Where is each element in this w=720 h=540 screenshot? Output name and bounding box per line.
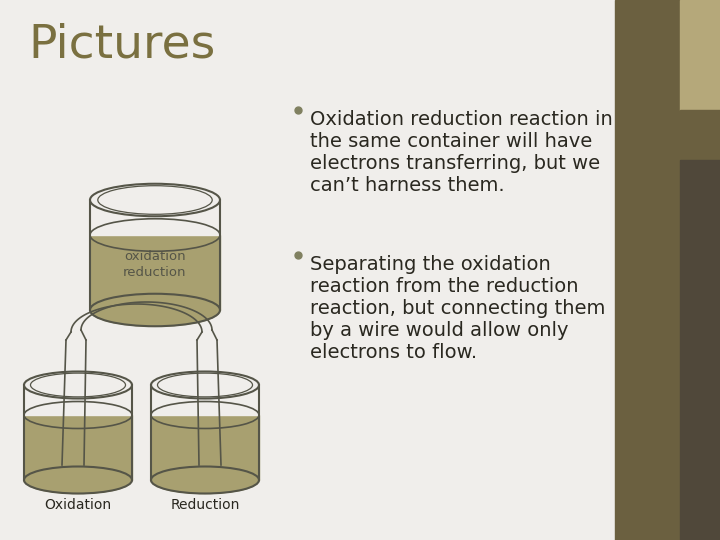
Bar [680,110,720,160]
Ellipse shape [24,402,132,429]
Text: reaction, but connecting them: reaction, but connecting them [310,299,606,318]
Text: oxidation: oxidation [124,251,186,264]
Text: electrons to flow.: electrons to flow. [310,343,477,362]
Bar [680,160,720,540]
Bar [151,415,259,480]
Ellipse shape [90,294,220,326]
Ellipse shape [90,184,220,216]
Bar [615,0,680,540]
Text: Pictures: Pictures [28,22,215,67]
Bar [90,200,220,235]
Ellipse shape [24,467,132,494]
Text: electrons transferring, but we: electrons transferring, but we [310,154,600,173]
Ellipse shape [90,219,220,251]
Ellipse shape [151,372,259,399]
Text: Separating the oxidation: Separating the oxidation [310,255,551,274]
Text: Oxidation reduction reaction in: Oxidation reduction reaction in [310,110,613,129]
Bar [151,385,259,415]
Text: by a wire would allow only: by a wire would allow only [310,321,569,340]
Ellipse shape [151,467,259,494]
Text: the same container will have: the same container will have [310,132,593,151]
Text: reaction from the reduction: reaction from the reduction [310,277,578,296]
Bar [90,235,220,310]
Text: Oxidation: Oxidation [45,498,112,512]
Ellipse shape [24,372,132,399]
Text: can’t harness them.: can’t harness them. [310,176,505,195]
Ellipse shape [151,402,259,429]
Bar [24,385,132,415]
Text: reduction: reduction [123,267,186,280]
Bar [680,0,720,110]
Text: Reduction: Reduction [171,498,240,512]
Bar [24,415,132,480]
